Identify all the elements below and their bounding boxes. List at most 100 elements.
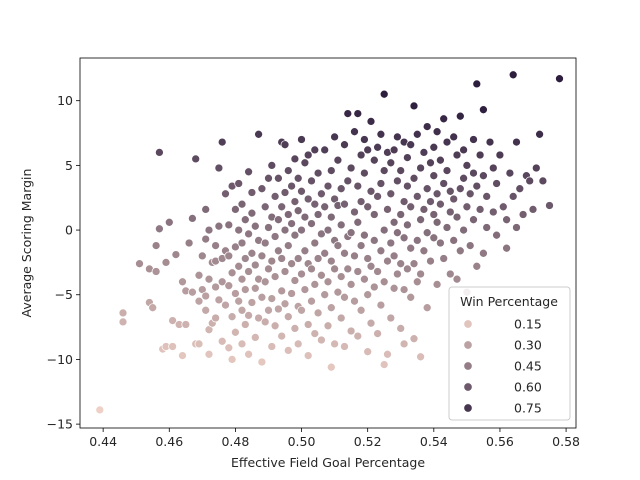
- data-point: [307, 219, 316, 228]
- data-point: [320, 202, 330, 212]
- data-point: [237, 305, 247, 315]
- data-point: [409, 101, 419, 111]
- data-point: [336, 184, 346, 194]
- data-point: [277, 254, 287, 263]
- data-point: [432, 280, 442, 289]
- data-point: [555, 74, 564, 84]
- data-point: [204, 225, 214, 235]
- data-point: [224, 251, 234, 261]
- data-point: [307, 264, 316, 274]
- data-point: [151, 241, 161, 250]
- data-point: [297, 305, 306, 315]
- data-point: [178, 277, 187, 287]
- data-point: [386, 238, 396, 248]
- data-point: [373, 329, 382, 338]
- data-point: [346, 326, 356, 336]
- data-point: [469, 168, 478, 178]
- data-point: [323, 181, 333, 191]
- data-point: [293, 339, 303, 349]
- data-point: [452, 274, 462, 284]
- data-point: [161, 258, 171, 267]
- data-point: [508, 70, 518, 80]
- data-point: [283, 312, 293, 322]
- x-axis-label: Effective Field Goal Percentage: [231, 455, 425, 470]
- data-point: [240, 215, 250, 225]
- data-point: [231, 242, 240, 252]
- data-point: [171, 250, 181, 259]
- data-point: [164, 217, 174, 227]
- data-point: [409, 173, 419, 183]
- data-point: [194, 296, 204, 306]
- data-point: [419, 205, 429, 214]
- data-point: [386, 189, 396, 199]
- data-point: [118, 308, 128, 318]
- data-point: [257, 184, 267, 194]
- data-point: [260, 317, 270, 327]
- data-point: [267, 161, 277, 170]
- data-point: [260, 238, 270, 248]
- data-point: [379, 277, 389, 287]
- data-point: [512, 223, 521, 232]
- data-point: [379, 89, 389, 99]
- data-point: [346, 280, 356, 289]
- data-point: [366, 117, 376, 126]
- data-point: [211, 282, 220, 292]
- data-point: [270, 192, 280, 201]
- data-point: [363, 202, 373, 212]
- data-point: [283, 241, 293, 250]
- data-point: [204, 274, 214, 284]
- data-point: [432, 189, 442, 199]
- y-axis-ticks: −15 −10 −5 0 5 10: [47, 93, 80, 432]
- data-point: [188, 287, 197, 297]
- data-point: [317, 229, 326, 239]
- data-point: [184, 238, 194, 248]
- legend-marker: [463, 382, 473, 392]
- data-point: [297, 269, 306, 279]
- legend-entries: 0.15 0.30 0.45 0.60 0.75: [463, 317, 542, 416]
- data-point: [340, 292, 349, 302]
- data-point: [409, 259, 419, 269]
- data-point: [240, 285, 250, 294]
- data-point: [465, 189, 475, 199]
- data-point: [406, 243, 416, 253]
- data-point: [155, 224, 164, 234]
- data-point: [310, 238, 320, 248]
- x-axis-ticks: 0.44 0.46 0.48 0.50 0.52 0.54 0.56 0.58: [89, 428, 580, 449]
- data-point: [475, 205, 485, 214]
- data-point: [459, 173, 468, 183]
- data-point: [287, 181, 296, 191]
- data-point: [231, 289, 240, 298]
- data-point: [323, 225, 333, 235]
- data-point: [290, 154, 300, 164]
- data-point: [326, 212, 336, 222]
- data-point: [217, 277, 227, 287]
- data-point: [313, 254, 323, 263]
- data-point: [383, 256, 392, 266]
- data-point: [151, 267, 161, 276]
- data-point: [323, 321, 333, 331]
- data-point: [482, 192, 492, 201]
- data-point: [317, 189, 326, 199]
- data-point: [178, 351, 187, 360]
- data-point: [502, 243, 511, 253]
- data-point: [287, 219, 296, 228]
- data-point: [244, 311, 253, 320]
- x-tick-label: 0.58: [552, 434, 580, 449]
- data-point: [396, 324, 406, 333]
- data-point: [442, 223, 452, 232]
- data-point: [317, 335, 326, 345]
- data-point: [340, 342, 349, 351]
- data-point: [240, 320, 250, 329]
- data-point: [201, 291, 211, 301]
- data-point: [455, 246, 465, 256]
- data-point: [396, 166, 406, 175]
- data-point: [257, 292, 267, 302]
- data-point: [356, 197, 366, 206]
- data-point: [422, 184, 432, 194]
- data-point: [181, 320, 191, 329]
- data-point: [432, 217, 442, 227]
- data-point: [469, 215, 478, 225]
- data-point: [376, 129, 386, 139]
- data-point: [330, 264, 339, 274]
- data-point: [257, 357, 267, 367]
